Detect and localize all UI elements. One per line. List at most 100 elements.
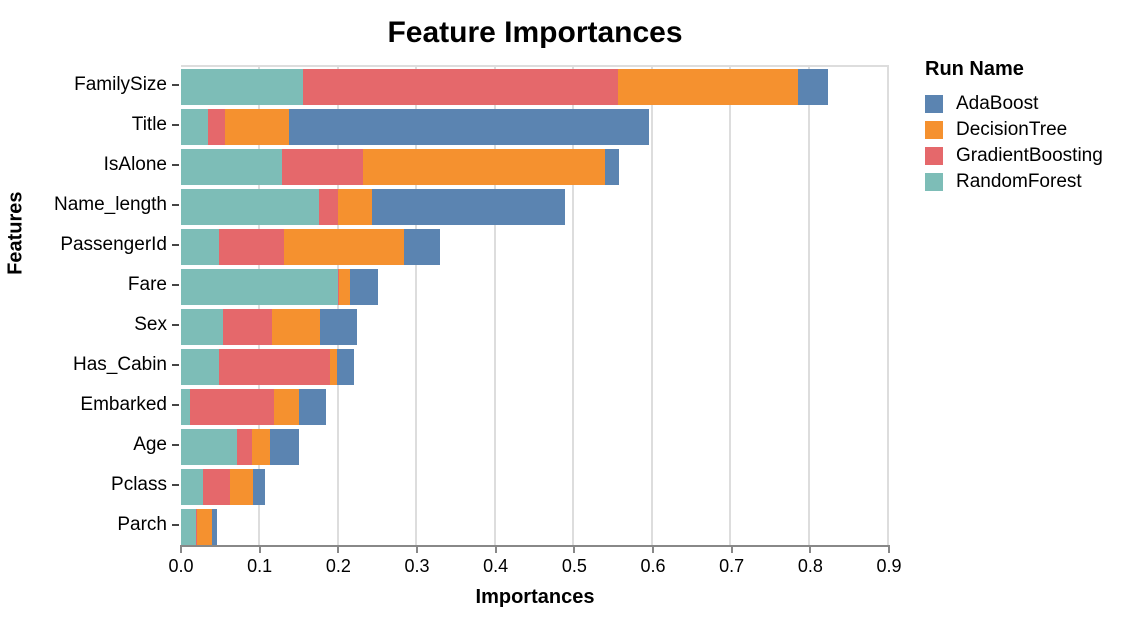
bar-segment — [224, 109, 290, 145]
y-tick-label: Name_length — [53, 194, 167, 215]
gridlines-layer — [181, 67, 887, 545]
y-tick-row: Has_Cabin — [0, 345, 181, 385]
y-tick-label: Embarked — [80, 394, 167, 415]
legend-title: Run Name — [925, 58, 1024, 80]
bar-segment — [319, 309, 357, 345]
bar-segment — [403, 229, 440, 265]
bar-row — [181, 507, 887, 547]
bars-layer — [181, 67, 887, 545]
x-tick-mark — [337, 547, 340, 553]
bar-segment — [181, 149, 283, 185]
y-tick-row: Parch — [0, 505, 181, 545]
y-tick-row: Name_length — [0, 185, 181, 225]
bar-segment — [274, 389, 300, 425]
x-tick-label: 0.9 — [876, 556, 902, 576]
y-tick-row: Embarked — [0, 385, 181, 425]
bar-row — [181, 67, 887, 107]
bar-segment — [289, 109, 650, 145]
gridline — [729, 67, 732, 545]
x-tick-mark — [809, 547, 812, 553]
bar-segment — [181, 109, 209, 145]
bar-row — [181, 227, 887, 267]
bar-segment — [181, 69, 304, 105]
x-tick-label: 0.3 — [404, 556, 430, 576]
gridline — [258, 67, 261, 545]
y-tick-mark — [172, 164, 179, 166]
bar-row — [181, 147, 887, 187]
x-tick-mark — [573, 547, 576, 553]
bar-segment — [181, 509, 196, 545]
legend-label: AdaBoost — [956, 93, 1039, 114]
gridline — [572, 67, 575, 545]
y-tick-row: Sex — [0, 305, 181, 345]
bar-segment — [181, 389, 190, 425]
bar-segment — [372, 189, 566, 225]
y-tick-row: Pclass — [0, 465, 181, 505]
x-tick-mark — [652, 547, 654, 553]
bar-segment — [797, 69, 829, 105]
bar-segment — [362, 149, 606, 185]
bar-segment — [181, 349, 220, 385]
y-tick-row: IsAlone — [0, 145, 181, 185]
y-tick-mark — [172, 84, 179, 86]
x-tick-label: 0.5 — [561, 556, 587, 576]
bar-row — [181, 187, 887, 227]
legend-item: GradientBoosting — [925, 145, 1103, 166]
bar-segment — [195, 509, 198, 545]
x-tick-label: 0.2 — [325, 556, 351, 576]
bar-segment — [282, 149, 363, 185]
bar-segment — [181, 429, 238, 465]
gridline — [415, 67, 418, 545]
bar-row — [181, 427, 887, 467]
y-tick-mark — [172, 124, 179, 126]
bar-segment — [303, 69, 618, 105]
plot-area — [181, 65, 889, 545]
y-tick-label: PassengerId — [60, 234, 167, 255]
y-tick-mark — [172, 404, 179, 406]
gridline — [807, 67, 810, 545]
bar-row — [181, 387, 887, 427]
legend-item: DecisionTree — [925, 119, 1103, 140]
bar-segment — [202, 469, 230, 505]
bar-segment — [189, 389, 275, 425]
bar-segment — [605, 149, 620, 185]
bar-segment — [219, 349, 331, 385]
y-tick-mark — [172, 524, 179, 526]
bar-segment — [181, 269, 338, 305]
bar-segment — [252, 429, 270, 465]
y-tick-row: Title — [0, 105, 181, 145]
legend-swatch — [925, 121, 943, 139]
bar-segment — [299, 389, 327, 425]
bar-segment — [350, 269, 378, 305]
y-tick-label: Fare — [127, 274, 167, 295]
bar-segment — [337, 189, 373, 225]
y-tick-label: Pclass — [111, 474, 167, 495]
x-tick-mark — [730, 547, 733, 553]
bar-segment — [181, 229, 220, 265]
legend-label: DecisionTree — [956, 119, 1068, 140]
y-tick-mark — [172, 364, 179, 366]
gridline — [650, 67, 653, 545]
bar-segment — [337, 349, 354, 385]
bar-segment — [283, 229, 404, 265]
y-tick-mark — [172, 204, 179, 206]
legend-label: RandomForest — [956, 171, 1082, 192]
y-tick-mark — [172, 484, 179, 486]
x-tick-mark — [180, 547, 182, 553]
bar-segment — [319, 189, 338, 225]
bar-segment — [337, 269, 340, 305]
bar-segment — [339, 269, 351, 305]
y-tick-mark — [172, 444, 179, 446]
y-tick-mark — [172, 244, 179, 246]
bar-segment — [271, 309, 320, 345]
gridline — [336, 67, 339, 545]
x-tick-mark — [416, 547, 418, 553]
y-tick-label: Age — [133, 434, 167, 455]
bar-segment — [237, 429, 253, 465]
bar-segment — [330, 349, 338, 385]
y-tick-label: Parch — [117, 514, 167, 535]
legend-swatch — [925, 173, 943, 191]
x-tick-mark — [888, 547, 890, 553]
bar-segment — [617, 69, 798, 105]
bar-segment — [222, 309, 272, 345]
